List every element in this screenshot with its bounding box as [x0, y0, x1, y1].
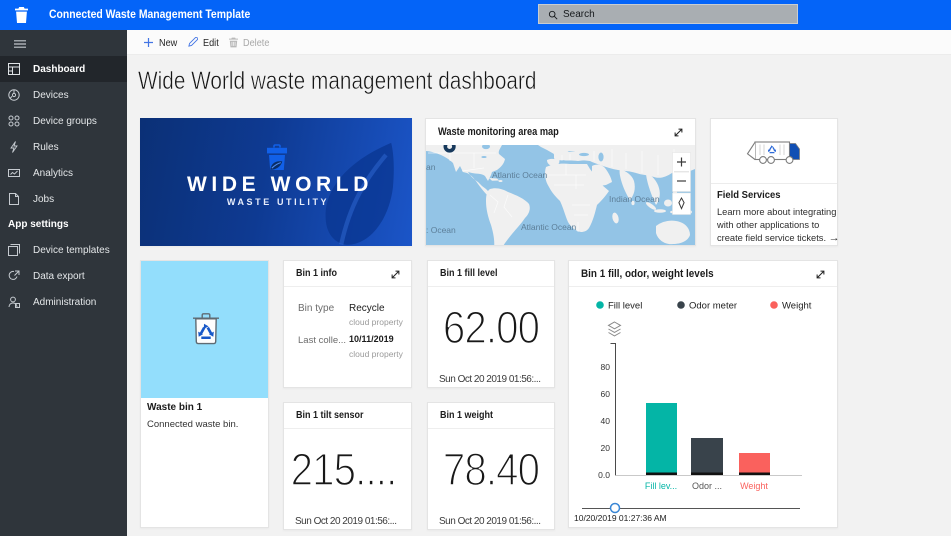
svg-text:20: 20 [601, 443, 611, 453]
svg-text:Atlantic Ocean: Atlantic Ocean [521, 222, 577, 232]
svg-text:0.0: 0.0 [598, 470, 610, 480]
svg-text:80: 80 [601, 362, 611, 372]
svg-text:Fill level: Fill level [608, 301, 642, 312]
svg-text:40: 40 [601, 416, 611, 426]
svg-text:Indian Ocean: Indian Ocean [609, 194, 660, 204]
svg-text:Atlantic Ocean: Atlantic Ocean [492, 170, 548, 180]
svg-text:Odor ...: Odor ... [692, 481, 722, 491]
svg-text:Odor meter: Odor meter [689, 301, 737, 312]
svg-text:: Ocean: : Ocean [426, 225, 456, 235]
svg-text:an: an [426, 162, 436, 172]
svg-text:Weight: Weight [740, 481, 768, 491]
svg-text:Weight: Weight [782, 301, 812, 312]
svg-text:Fill lev...: Fill lev... [645, 481, 677, 491]
svg-text:10/20/2019 01:27:36 AM: 10/20/2019 01:27:36 AM [574, 513, 667, 523]
svg-text:60: 60 [601, 389, 611, 399]
